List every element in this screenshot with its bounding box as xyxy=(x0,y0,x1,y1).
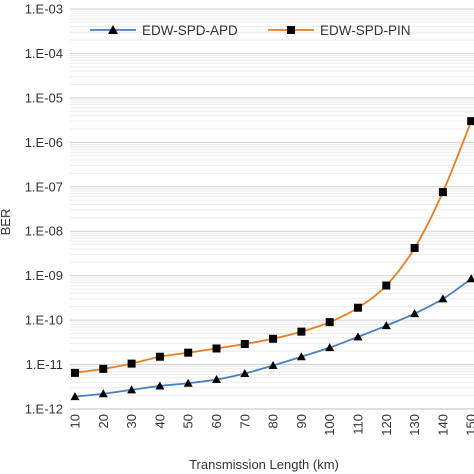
legend-marker-triangle xyxy=(108,25,118,34)
gridlines xyxy=(70,8,474,410)
series-lines xyxy=(74,120,473,398)
legend-marker-square xyxy=(287,26,295,34)
data-point-square xyxy=(438,188,447,197)
y-tick-label: 1.E-09 xyxy=(25,268,63,283)
data-point-triangle xyxy=(438,294,448,303)
data-point-triangle xyxy=(296,352,306,361)
data-point-square xyxy=(297,327,306,336)
data-point-triangle xyxy=(466,274,474,283)
data-point-square xyxy=(354,303,362,312)
y-tick-label: 1.E-06 xyxy=(25,135,63,150)
x-axis-title: Transmission Length (km) xyxy=(189,457,339,472)
x-tick-label: 20 xyxy=(96,414,111,428)
data-point-square xyxy=(269,334,278,343)
series-markers xyxy=(70,117,474,401)
data-point-square xyxy=(99,364,108,373)
y-tick-label: 1.E-03 xyxy=(25,2,63,17)
x-tick-label: 140 xyxy=(435,414,450,436)
data-point-triangle xyxy=(127,385,137,394)
x-tick-label: 10 xyxy=(68,414,83,428)
y-tick-label: 1.E-12 xyxy=(25,402,63,417)
y-axis-title: BER xyxy=(0,209,13,236)
y-tick-label: 1.E-05 xyxy=(25,90,63,105)
legend-label-0: EDW-SPD-APD xyxy=(142,23,238,38)
x-tick-labels: 10 20 30 40 50 60 70 80 90 100 110 120 130 140 150 xyxy=(68,414,474,436)
y-tick-label: 1.E-07 xyxy=(25,179,63,194)
x-tick-label: 40 xyxy=(152,414,167,428)
data-point-square xyxy=(212,344,221,353)
data-point-square xyxy=(410,243,419,252)
data-point-triangle xyxy=(70,392,80,401)
y-tick-label: 1.E-11 xyxy=(26,357,63,372)
y-tick-label: 1.E-08 xyxy=(25,224,63,239)
data-point-square xyxy=(155,352,164,361)
x-tick-label: 90 xyxy=(294,414,309,428)
data-point-square xyxy=(127,359,136,368)
data-point-triangle xyxy=(155,381,165,390)
data-point-square xyxy=(71,368,79,377)
x-tick-label: 110 xyxy=(351,414,366,435)
x-tick-label: 150 xyxy=(464,414,474,436)
data-point-triangle xyxy=(381,321,391,330)
x-tick-label: 120 xyxy=(379,414,394,436)
x-tick-label: 130 xyxy=(407,414,422,436)
y-tick-label: 1.E-04 xyxy=(25,46,63,61)
data-point-triangle xyxy=(240,368,250,377)
data-point-triangle xyxy=(212,375,221,384)
data-point-square xyxy=(467,117,474,126)
y-tick-label: 1.E-10 xyxy=(25,313,63,328)
data-point-square xyxy=(325,318,334,327)
data-point-triangle xyxy=(183,378,193,387)
data-point-square xyxy=(184,348,193,357)
x-tick-label: 80 xyxy=(266,414,281,428)
data-point-square xyxy=(382,281,391,290)
data-point-square xyxy=(240,340,249,349)
data-point-triangle xyxy=(325,343,335,352)
data-point-triangle xyxy=(98,389,108,398)
data-point-triangle xyxy=(353,332,363,341)
legend-label-1: EDW-SPD-PIN xyxy=(320,23,411,38)
y-tick-labels: 1.E-12 1.E-11 1.E-10 1.E-09 1.E-08 1.E-07 1.E-… xyxy=(25,2,63,417)
x-tick-label: 60 xyxy=(209,414,224,428)
data-point-triangle xyxy=(268,361,278,370)
data-point-triangle xyxy=(410,309,420,318)
x-tick-label: 70 xyxy=(237,414,252,428)
legend: EDW-SPD-APD EDW-SPD-PIN xyxy=(90,23,411,38)
x-tick-label: 100 xyxy=(322,414,337,436)
x-tick-label: 50 xyxy=(181,414,196,428)
x-tick-label: 30 xyxy=(124,414,139,428)
